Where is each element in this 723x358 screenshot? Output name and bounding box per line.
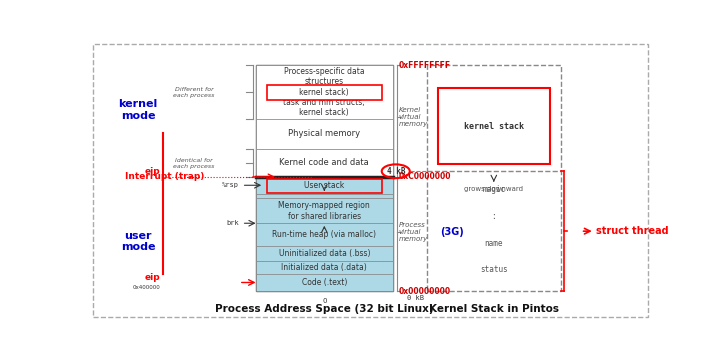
Bar — [427, 65, 561, 291]
Text: 0x400000: 0x400000 — [132, 285, 161, 290]
Text: Kernel Stack in Pintos: Kernel Stack in Pintos — [429, 304, 559, 314]
Bar — [256, 65, 393, 291]
Text: Interrupt (trap): Interrupt (trap) — [125, 173, 205, 182]
Text: 0 kB: 0 kB — [407, 295, 424, 301]
Bar — [256, 274, 393, 291]
Bar — [256, 223, 393, 246]
Text: Physical memory: Physical memory — [288, 130, 360, 139]
Text: 4 kB: 4 kB — [387, 167, 405, 176]
Text: 0x00000000: 0x00000000 — [398, 286, 450, 296]
Text: kernel stack: kernel stack — [464, 122, 523, 131]
Bar — [438, 88, 550, 164]
Bar — [256, 65, 393, 119]
Text: Process
virtual
memory: Process virtual memory — [398, 222, 428, 242]
Text: eip: eip — [145, 273, 161, 282]
Text: User stack: User stack — [302, 181, 346, 190]
Text: Kernel code and data: Kernel code and data — [279, 158, 369, 167]
Text: status: status — [480, 265, 508, 274]
Text: eip: eip — [145, 168, 161, 176]
Bar — [256, 261, 393, 274]
Bar — [256, 177, 393, 194]
Text: %rsp: %rsp — [222, 182, 239, 188]
Text: (1G): (1G) — [440, 112, 464, 122]
Bar — [267, 179, 382, 193]
Bar — [256, 198, 393, 223]
Text: Memory-mapped region
for shared libraries: Memory-mapped region for shared librarie… — [278, 201, 370, 221]
Bar — [256, 194, 393, 198]
Text: brk: brk — [226, 220, 239, 226]
Text: grows downward: grows downward — [464, 186, 523, 192]
Text: Kernel
virtual
memory: Kernel virtual memory — [398, 107, 428, 127]
Text: Initialized data (.data): Initialized data (.data) — [281, 263, 367, 272]
Text: kernel
mode: kernel mode — [119, 100, 158, 121]
Text: (3G): (3G) — [440, 227, 464, 237]
Bar — [256, 119, 393, 149]
Text: Process-specific data
structures
(e.g., page tables,
task and mm structs,
kernel: Process-specific data structures (e.g., … — [283, 67, 365, 117]
Text: name: name — [484, 239, 503, 248]
Text: Identical for
each process: Identical for each process — [174, 158, 215, 169]
Bar — [256, 149, 393, 177]
Bar — [256, 246, 393, 261]
Text: struct thread: struct thread — [596, 226, 669, 236]
Text: Process Address Space (32 bit Linux): Process Address Space (32 bit Linux) — [215, 304, 434, 314]
Text: Code (.text): Code (.text) — [301, 278, 347, 287]
Text: magic: magic — [482, 185, 505, 194]
Text: Different for
each process: Different for each process — [174, 87, 215, 97]
Text: 0xFFFFFFFF: 0xFFFFFFFF — [398, 61, 450, 69]
Text: :: : — [492, 212, 496, 221]
Text: Uninitialized data (.bss): Uninitialized data (.bss) — [278, 249, 370, 258]
Text: 0xC0000000: 0xC0000000 — [398, 173, 451, 182]
Text: 0: 0 — [322, 298, 327, 304]
Text: User stack: User stack — [304, 182, 344, 190]
Bar — [267, 85, 382, 100]
Text: user
mode: user mode — [121, 231, 155, 252]
Text: kernel stack): kernel stack) — [299, 88, 349, 97]
Text: Run-time heap (via malloc): Run-time heap (via malloc) — [273, 230, 376, 239]
